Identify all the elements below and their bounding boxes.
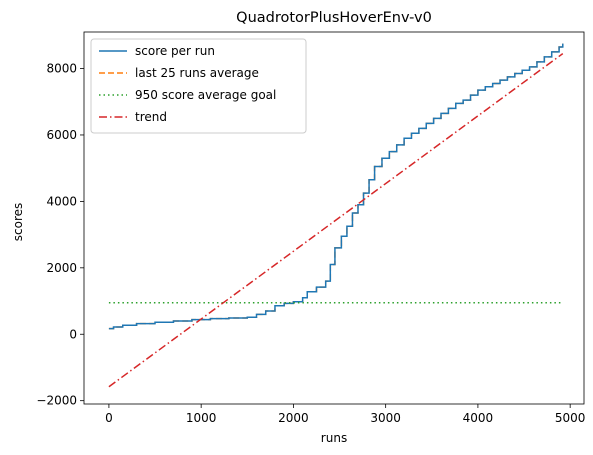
x-tick-label: 5000 — [555, 411, 586, 425]
y-axis-label: scores — [11, 203, 25, 242]
x-tick-label: 0 — [105, 411, 113, 425]
x-tick-label: 1000 — [186, 411, 217, 425]
plot-area — [108, 43, 564, 388]
y-tick-label: 8000 — [46, 62, 77, 76]
y-tick-label: −2000 — [36, 394, 77, 408]
x-tick-label: 4000 — [463, 411, 494, 425]
axis-ticks: 0 1000 2000 3000 4000 5000 −2000 0 2000 4000 6000 8… — [36, 62, 585, 425]
legend-label: score per run — [135, 44, 215, 58]
x-tick-label: 2000 — [278, 411, 309, 425]
plot-frame — [83, 31, 585, 405]
legend-box — [90, 38, 307, 134]
legend: score per run last 25 runs average 950 sco… — [90, 38, 307, 134]
chart-title: QuadrotorPlusHoverEnv-v0 — [236, 10, 432, 26]
y-tick-label: 6000 — [46, 128, 77, 142]
legend-label: trend — [135, 110, 167, 124]
y-tick-label: 0 — [69, 327, 77, 341]
legend-label: 950 score average goal — [135, 88, 276, 102]
legend-label: last 25 runs average — [135, 66, 259, 80]
y-tick-label: 4000 — [46, 194, 77, 208]
x-tick-label: 3000 — [370, 411, 401, 425]
series-line-4 — [108, 52, 564, 388]
x-axis-label: runs — [321, 431, 347, 445]
y-tick-label: 2000 — [46, 261, 77, 275]
series-line-1 — [108, 43, 564, 330]
